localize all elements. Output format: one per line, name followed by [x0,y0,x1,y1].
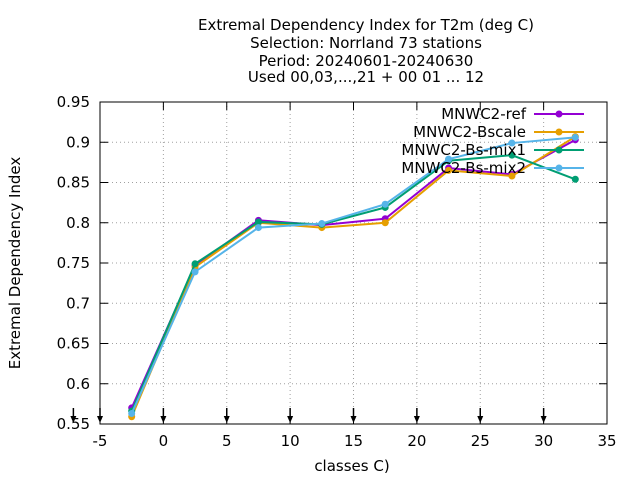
data-point [191,268,199,276]
x-tick-label: 0 [159,432,169,450]
legend-label: MNWC2-Bscale [413,123,526,141]
data-point [445,166,453,174]
y-tick-label: 0.75 [57,254,90,272]
legend-entry: MNWC2-Bs-mix2 [401,159,584,177]
data-point [508,151,516,159]
series-line [130,138,576,409]
y-tick-label: 0.55 [57,415,90,433]
y-axis-label: Extremal Dependency Index [6,157,24,370]
legend-marker [555,110,563,118]
legend-entry: MNWC2-ref [441,105,584,123]
legend: MNWC2-refMNWC2-BscaleMNWC2-Bs-mix1MNWC2-… [401,105,584,177]
data-point [508,139,516,147]
legend-marker [555,164,563,172]
grid [100,102,607,424]
data-point [254,218,262,226]
data-point [254,224,262,232]
x-tick-label: 5 [222,432,232,450]
data-point [381,219,389,227]
series-line [130,135,576,418]
y-tick-label: 0.9 [66,133,90,151]
title-line-4: Used 00,03,...,21 + 00 01 ... 12 [248,68,484,86]
legend-marker [555,128,563,136]
y-tick-label: 0.65 [57,335,90,353]
y-tick-label: 0.7 [66,294,90,312]
class-markers [70,408,547,423]
data-point [381,200,389,208]
x-tick-label: 35 [597,432,616,450]
title-line-3: Period: 20240601-20240630 [259,52,474,70]
x-axis-label: classes C) [314,457,389,475]
data-point [128,410,136,418]
legend-label: MNWC2-Bs-mix1 [401,141,526,159]
data-point [318,220,326,228]
data-point [445,155,453,163]
series-line [130,136,576,414]
y-tick-label: 0.8 [66,214,90,232]
legend-entry: MNWC2-Bscale [413,123,584,141]
class-arrow-icon [70,408,77,423]
chart-title: Extremal Dependency Index for T2m (deg C… [198,16,534,86]
series-line [130,154,576,412]
series-lines [128,133,579,421]
data-point [508,172,516,180]
axis-ticks: 0.55 0.6 0.65 0.7 0.75 0.8 0.85 0.9 0.95 -5 0 5 10 15… [57,93,617,450]
x-tick-label: 25 [471,432,490,450]
legend-entry: MNWC2-Bs-mix1 [401,141,584,159]
y-tick-label: 0.95 [57,93,90,111]
legend-label: MNWC2-ref [441,105,526,123]
y-tick-label: 0.6 [66,375,90,393]
legend-label: MNWC2-Bs-mix2 [401,159,526,177]
x-tick-label: 30 [534,432,553,450]
x-tick-label: 10 [281,432,300,450]
legend-marker [555,146,563,154]
x-tick-label: 15 [344,432,363,450]
x-tick-label: 20 [407,432,426,450]
data-point [571,133,579,141]
y-tick-label: 0.85 [57,174,90,192]
x-tick-label: -5 [93,432,108,450]
title-line-2: Selection: Norrland 73 stations [250,34,482,52]
data-point [191,260,199,268]
title-line-1: Extremal Dependency Index for T2m (deg C… [198,16,534,34]
data-point [571,175,579,183]
